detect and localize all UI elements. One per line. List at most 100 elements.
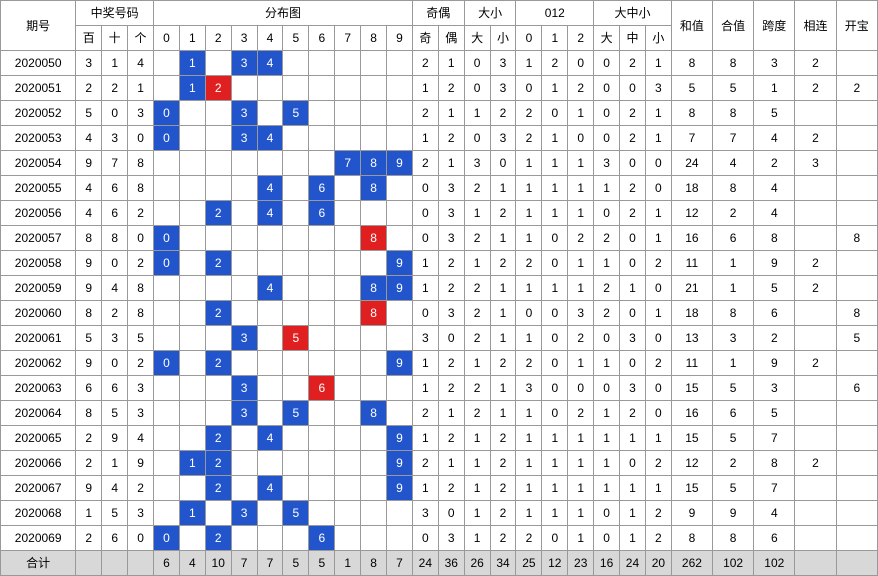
cell-zot: 1: [516, 426, 542, 451]
cell-dist: [335, 76, 361, 101]
cell-span: 5: [754, 101, 795, 126]
cell-zot: 1: [568, 276, 594, 301]
cell-zot: 1: [568, 526, 594, 551]
cell-consec: [795, 376, 836, 401]
cell-he: 1: [713, 276, 754, 301]
cell-consec: 2: [795, 276, 836, 301]
cell-dist: [387, 226, 413, 251]
cell-dist: [283, 526, 309, 551]
cell-zot: 1: [516, 276, 542, 301]
cell-oe: 1: [438, 51, 464, 76]
cell-zot: 0: [542, 401, 568, 426]
cell-oe: 1: [412, 426, 438, 451]
cell-dist: [231, 226, 257, 251]
cell-dist: [283, 301, 309, 326]
cell-dms: 1: [620, 526, 646, 551]
cell-zot: 0: [568, 126, 594, 151]
cell-win: 0: [128, 226, 154, 251]
subcol: 7: [335, 26, 361, 51]
cell-kb: [836, 101, 877, 126]
cell-he: 6: [713, 401, 754, 426]
cell-dist: [309, 251, 335, 276]
subcol: 十: [102, 26, 128, 51]
table-row: 202005031413421031200218832: [1, 51, 878, 76]
cell-total: 5: [309, 551, 335, 576]
cell-dist: [231, 201, 257, 226]
cell-total: [795, 551, 836, 576]
cell-dist-hit: 9: [387, 451, 413, 476]
cell-win: 4: [76, 201, 102, 226]
cell-win: 9: [76, 351, 102, 376]
cell-total: [836, 551, 877, 576]
cell-zot: 2: [516, 101, 542, 126]
cell-dist: [205, 176, 231, 201]
cell-oe: 2: [438, 476, 464, 501]
cell-oe: 1: [438, 151, 464, 176]
subcol: 小: [645, 26, 671, 51]
cell-he: 1: [713, 351, 754, 376]
cell-oe: 2: [438, 76, 464, 101]
cell-zot: 1: [542, 451, 568, 476]
cell-kb: [836, 401, 877, 426]
subcol: 2: [205, 26, 231, 51]
cell-dms: 2: [645, 251, 671, 276]
cell-bs: 2: [464, 226, 490, 251]
cell-dist: [283, 76, 309, 101]
cell-he: 6: [713, 226, 754, 251]
cell-win: 0: [128, 526, 154, 551]
cell-oe: 0: [412, 201, 438, 226]
cell-he: 2: [713, 451, 754, 476]
cell-dms: 0: [645, 276, 671, 301]
cell-win: 7: [102, 151, 128, 176]
cell-win: 9: [102, 426, 128, 451]
cell-dist: [335, 51, 361, 76]
cell-win: 8: [76, 401, 102, 426]
cell-period: 2020060: [1, 301, 76, 326]
cell-total: 10: [205, 551, 231, 576]
cell-period: 2020056: [1, 201, 76, 226]
cell-zot: 3: [516, 376, 542, 401]
cell-period: 2020053: [1, 126, 76, 151]
cell-dms: 0: [620, 251, 646, 276]
cell-dms: 0: [594, 326, 620, 351]
cell-dist-hit: 5: [283, 501, 309, 526]
cell-bs: 1: [464, 351, 490, 376]
cell-oe: 1: [412, 376, 438, 401]
cell-dist: [231, 301, 257, 326]
subcol: 6: [309, 26, 335, 51]
cell-dist-hit: 0: [154, 526, 180, 551]
cell-dms: 0: [645, 151, 671, 176]
cell-bs: 2: [490, 451, 516, 476]
cell-sum: 24: [671, 151, 712, 176]
cell-dist: [257, 501, 283, 526]
cell-dist: [309, 501, 335, 526]
cell-dist: [361, 476, 387, 501]
cell-dist: [361, 51, 387, 76]
cell-sum: 7: [671, 126, 712, 151]
cell-zot: 1: [568, 251, 594, 276]
cell-dist: [283, 201, 309, 226]
cell-he: 5: [713, 376, 754, 401]
cell-dist: [335, 226, 361, 251]
cell-dist: [179, 226, 205, 251]
cell-zot: 1: [516, 201, 542, 226]
cell-zot: 1: [568, 151, 594, 176]
cell-bs: 3: [464, 151, 490, 176]
table-row: 2020054978789213011130024423: [1, 151, 878, 176]
cell-span: 4: [754, 501, 795, 526]
cell-bs: 1: [464, 526, 490, 551]
cell-win: 8: [102, 226, 128, 251]
cell-dms: 2: [645, 351, 671, 376]
cell-win: 4: [128, 51, 154, 76]
cell-zot: 1: [542, 426, 568, 451]
cell-dist-hit: 2: [205, 351, 231, 376]
cell-consec: 2: [795, 351, 836, 376]
cell-bs: 0: [464, 51, 490, 76]
cell-dist: [257, 101, 283, 126]
cell-dms: 0: [645, 401, 671, 426]
cell-sum: 15: [671, 376, 712, 401]
cell-dms: 1: [620, 501, 646, 526]
cell-consec: [795, 476, 836, 501]
cell-zot: 1: [568, 351, 594, 376]
cell-win: 1: [128, 76, 154, 101]
